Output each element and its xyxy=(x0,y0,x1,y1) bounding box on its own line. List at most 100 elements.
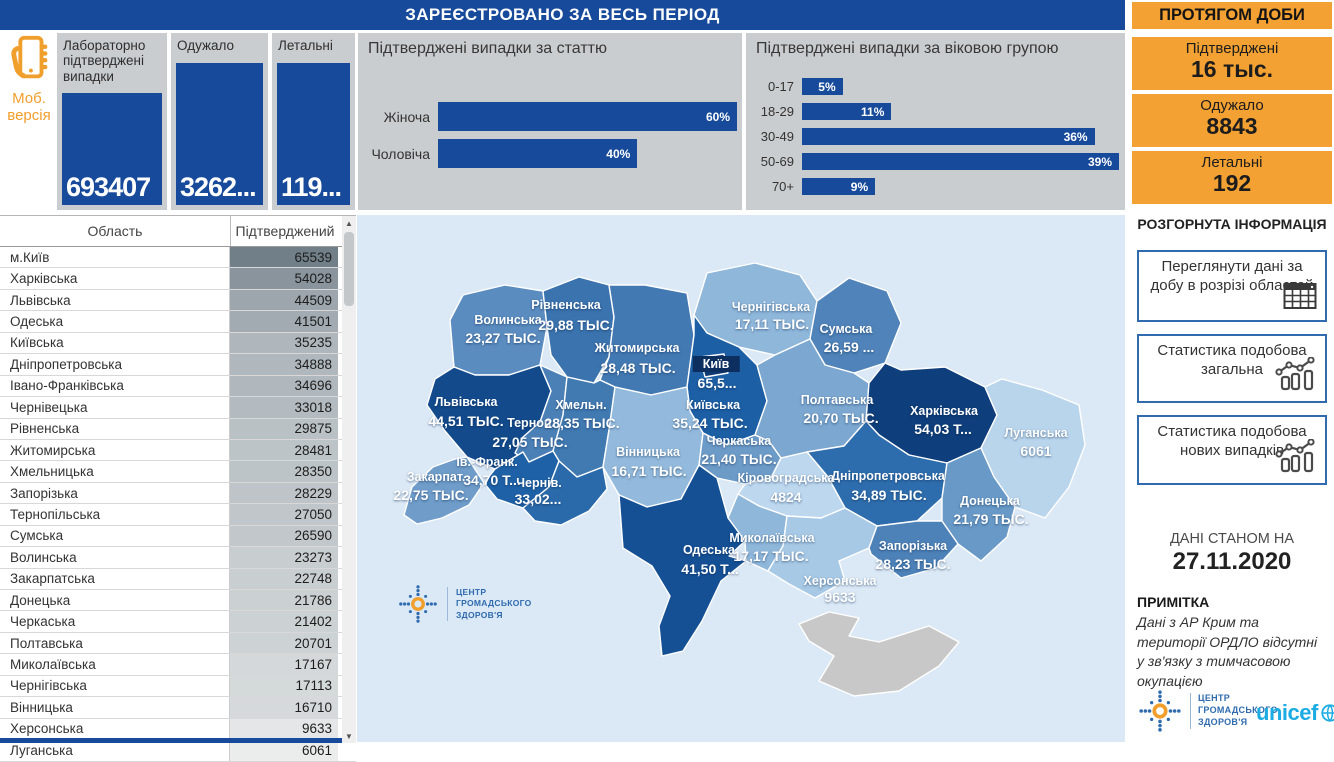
confirmed-value-cell: 27050 xyxy=(230,504,338,525)
bar-value-label: 60% xyxy=(705,109,730,124)
region-name-cell: Сумська xyxy=(0,525,230,547)
table-row[interactable]: Закарпатська 22748 xyxy=(0,568,356,590)
confirmed-value-cell: 20701 xyxy=(230,632,338,654)
region-zakarpatska[interactable] xyxy=(403,456,485,525)
confirmed-value-cell: 21402 xyxy=(230,611,338,632)
bar-row: 18-29 11% xyxy=(754,103,1119,120)
table-row[interactable]: Львівська 44509 xyxy=(0,289,356,312)
region-donetska[interactable] xyxy=(941,447,1016,562)
table-row[interactable]: м.Київ 65539 xyxy=(0,247,356,269)
button-label: Статистика подобова загальна xyxy=(1157,342,1307,378)
bar-category-label: 0-17 xyxy=(767,79,794,94)
table-row[interactable]: Черкаська 21402 xyxy=(0,611,356,633)
table-row[interactable]: Тернопільська 27050 xyxy=(0,504,356,526)
table-row[interactable]: Київська 35235 xyxy=(0,332,356,355)
unicef-logo[interactable]: unicef xyxy=(1256,700,1334,726)
confirmed-value-cell: 17167 xyxy=(230,654,338,675)
region-name-cell: Донецька xyxy=(0,590,230,611)
table-row[interactable]: Полтавська 20701 xyxy=(0,632,356,655)
bar[interactable]: 9% xyxy=(802,178,876,195)
scrollbar-thumb[interactable] xyxy=(344,232,354,306)
confirmed-value-cell: 6061 xyxy=(230,740,338,761)
kpi-value: 3262... xyxy=(180,172,257,202)
bar[interactable]: 39% xyxy=(802,153,1119,170)
bar[interactable]: 60% xyxy=(438,102,737,131)
daily-card-label: Підтверджені xyxy=(1185,40,1279,57)
region-name-cell: Херсонська xyxy=(0,718,230,740)
note-title: ПРИМІТКА xyxy=(1137,594,1210,610)
table-row[interactable]: Вінницька 16710 xyxy=(0,697,356,719)
region-name-cell: Рівненська xyxy=(0,418,230,439)
table-row[interactable]: Хмельницька 28350 xyxy=(0,461,356,483)
bar-track: 9% xyxy=(802,178,1119,195)
column-header-confirmed[interactable]: Підтверджений xyxy=(235,223,335,239)
bar[interactable]: 40% xyxy=(438,139,638,168)
table-icon xyxy=(1283,282,1317,316)
table-row[interactable]: Чернігівська 17113 xyxy=(0,675,356,698)
bar[interactable]: 36% xyxy=(802,128,1095,145)
region-name-cell: Запорізька xyxy=(0,482,230,504)
expanded-info-title: РОЗГОРНУТА ІНФОРМАЦІЯ xyxy=(1137,216,1327,232)
mobile-label-line1: Моб. xyxy=(12,90,46,107)
region-zhytomyrska[interactable] xyxy=(599,284,695,396)
scroll-up-arrow-icon[interactable]: ▲ xyxy=(345,218,353,228)
table-row[interactable]: Дніпропетровська 34888 xyxy=(0,354,356,376)
mobile-version-link[interactable]: Моб. версія xyxy=(2,34,56,125)
scroll-down-arrow-icon[interactable]: ▼ xyxy=(345,731,353,741)
bar[interactable]: 11% xyxy=(802,103,892,120)
table-row[interactable]: Миколаївська 17167 xyxy=(0,654,356,676)
bar-row: 50-69 39% xyxy=(754,153,1119,170)
region-name-cell: Хмельницька xyxy=(0,461,230,482)
table-row[interactable]: Луганська 6061 xyxy=(0,740,356,762)
bar-category-label: Жіноча xyxy=(383,108,430,125)
table-row[interactable]: Рівненська 29875 xyxy=(0,418,356,440)
age-bars: 0-17 5% 18-29 11% 30-49 36% 50-69 39% 70+ 9% xyxy=(754,78,1119,203)
table-row[interactable]: Чернівецька 33018 xyxy=(0,397,356,419)
region-sumska[interactable] xyxy=(809,277,902,374)
unicef-wordmark: unicef xyxy=(1256,700,1318,725)
region-rivnenska[interactable] xyxy=(542,276,615,384)
bar-value-label: 9% xyxy=(850,179,869,194)
chart-icon xyxy=(1275,356,1317,397)
hourly-stats-new-cases-button[interactable]: Статистика подобова нових випадків xyxy=(1137,415,1327,485)
table-scrollbar[interactable]: ▲ ▼ xyxy=(342,216,356,743)
region-chernivetska[interactable] xyxy=(522,460,608,526)
table-row[interactable]: Херсонська 9633 xyxy=(0,718,356,741)
daily-by-region-button[interactable]: Переглянути дані за добу в розрізі облас… xyxy=(1137,250,1327,322)
daily-card-recovered: Одужало 8843 xyxy=(1132,94,1332,147)
table-row[interactable]: Волинська 23273 xyxy=(0,547,356,569)
table-row[interactable]: Харківська 54028 xyxy=(0,268,356,290)
bar-track: 11% xyxy=(802,103,1119,120)
confirmed-value-cell: 17113 xyxy=(230,675,338,697)
hourly-stats-total-button[interactable]: Статистика подобова загальна xyxy=(1137,334,1327,403)
phc-footer-logo: ЦЕНТР ГРОМАДСЬКОГО ЗДОРОВ'Я xyxy=(1137,688,1278,734)
region-name-cell: Миколаївська xyxy=(0,654,230,675)
region-khersonska[interactable] xyxy=(767,507,878,599)
bar[interactable]: 5% xyxy=(802,78,843,95)
region-zaporizka[interactable] xyxy=(868,520,959,579)
kpi-card-confirmed: Лабораторно підтверджені випадки 693407 xyxy=(57,33,167,210)
region-table: Область Підтверджений м.Київ 65539 Харківс… xyxy=(0,215,356,762)
mobile-label-line2: версія xyxy=(7,107,51,125)
confirmed-value-cell: 26590 xyxy=(230,525,338,547)
phc-logo-icon xyxy=(1139,690,1181,732)
table-row[interactable]: Сумська 26590 xyxy=(0,525,356,548)
bar-category-label: 70+ xyxy=(771,179,794,194)
region-name-cell: Харківська xyxy=(0,268,230,289)
bar-value-label: 5% xyxy=(818,79,836,94)
table-row[interactable]: Запорізька 28229 xyxy=(0,482,356,505)
bar-track: 36% xyxy=(802,128,1119,145)
table-row[interactable]: Донецька 21786 xyxy=(0,590,356,612)
region-krym[interactable] xyxy=(798,611,960,697)
table-row[interactable]: Житомирська 28481 xyxy=(0,439,356,462)
table-row[interactable]: Івано-Франківська 34696 xyxy=(0,375,356,398)
kpi-value-box: 3262... xyxy=(176,63,263,205)
region-volynska[interactable] xyxy=(449,284,548,376)
region-kyiv-city[interactable] xyxy=(699,353,729,378)
bar-track: 5% xyxy=(802,78,1119,95)
region-name-cell: м.Київ xyxy=(0,247,230,268)
region-odeska[interactable] xyxy=(618,464,747,657)
daily-panel-title: ПРОТЯГОМ ДОБИ xyxy=(1132,2,1332,29)
table-row[interactable]: Одеська 41501 xyxy=(0,311,356,333)
column-header-region[interactable]: Область xyxy=(0,216,231,246)
